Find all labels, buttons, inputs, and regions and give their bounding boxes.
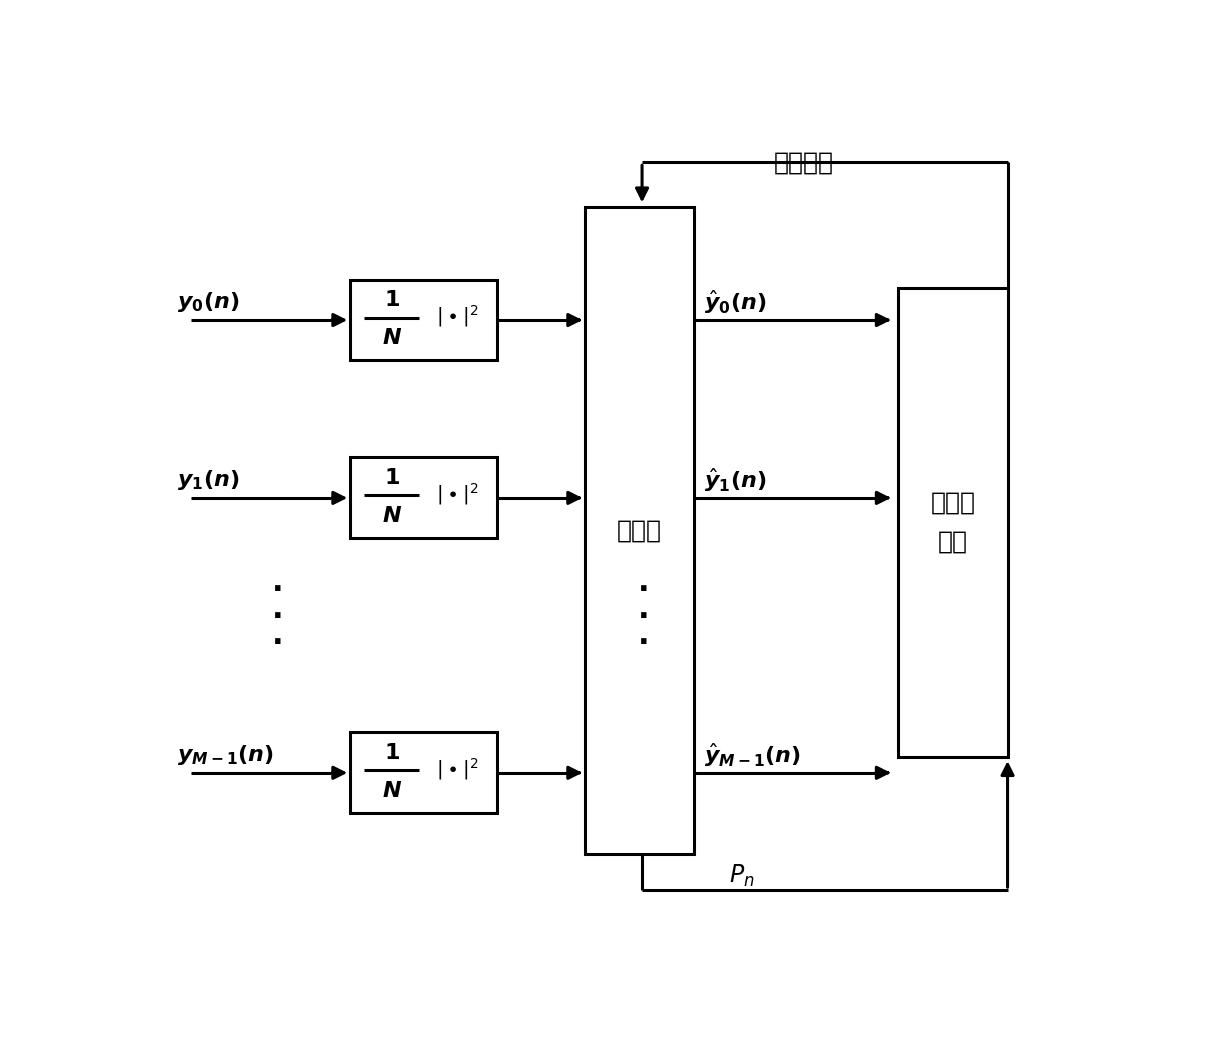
Text: 自适应
门限: 自适应 门限 bbox=[931, 490, 975, 553]
Text: $\boldsymbol{P_n}$: $\boldsymbol{P_n}$ bbox=[729, 863, 755, 889]
Text: $\mathbf{1}$: $\mathbf{1}$ bbox=[383, 742, 399, 762]
Text: $\mathbf{1}$: $\mathbf{1}$ bbox=[383, 290, 399, 310]
Text: $|\bullet|^2$: $|\bullet|^2$ bbox=[436, 756, 478, 781]
Text: $\boldsymbol{y}_{\boldsymbol{M-1}}\boldsymbol{(n)}$: $\boldsymbol{y}_{\boldsymbol{M-1}}\bolds… bbox=[176, 743, 274, 766]
Text: $|\bullet|^2$: $|\bullet|^2$ bbox=[436, 303, 478, 329]
Text: $\hat{\boldsymbol{y}}_{\boldsymbol{M-1}}\boldsymbol{(n)}$: $\hat{\boldsymbol{y}}_{\boldsymbol{M-1}}… bbox=[703, 741, 801, 769]
Text: $\mathbf{1}$: $\mathbf{1}$ bbox=[383, 467, 399, 487]
Bar bbox=[586, 207, 695, 854]
Text: $\bfit{N}$: $\bfit{N}$ bbox=[381, 780, 402, 800]
Text: 判决器: 判决器 bbox=[617, 519, 663, 542]
Bar bbox=[350, 733, 497, 813]
Text: $\boldsymbol{y}_\mathbf{1}\boldsymbol{(n)}$: $\boldsymbol{y}_\mathbf{1}\boldsymbol{(n… bbox=[176, 468, 239, 492]
Bar bbox=[350, 458, 497, 539]
Text: $\bfit{N}$: $\bfit{N}$ bbox=[381, 506, 402, 526]
Text: $\bfit{N}$: $\bfit{N}$ bbox=[381, 328, 402, 348]
Text: $|\bullet|^2$: $|\bullet|^2$ bbox=[436, 481, 478, 507]
Text: 判决门限: 判决门限 bbox=[773, 150, 833, 174]
Text: $\boldsymbol{\cdot}$
$\boldsymbol{\cdot}$
$\boldsymbol{\cdot}$: $\boldsymbol{\cdot}$ $\boldsymbol{\cdot}… bbox=[271, 574, 282, 656]
Bar bbox=[898, 288, 1007, 757]
Text: $\boldsymbol{\cdot}$
$\boldsymbol{\cdot}$
$\boldsymbol{\cdot}$: $\boldsymbol{\cdot}$ $\boldsymbol{\cdot}… bbox=[637, 574, 647, 656]
Bar bbox=[350, 279, 497, 360]
Text: $\hat{\boldsymbol{y}}_\mathbf{1}\boldsymbol{(n)}$: $\hat{\boldsymbol{y}}_\mathbf{1}\boldsym… bbox=[703, 466, 766, 493]
Text: $\hat{\boldsymbol{y}}_\mathbf{0}\boldsymbol{(n)}$: $\hat{\boldsymbol{y}}_\mathbf{0}\boldsym… bbox=[703, 289, 766, 316]
Text: $\boldsymbol{y}_\mathbf{0}\boldsymbol{(n)}$: $\boldsymbol{y}_\mathbf{0}\boldsymbol{(n… bbox=[176, 290, 239, 314]
